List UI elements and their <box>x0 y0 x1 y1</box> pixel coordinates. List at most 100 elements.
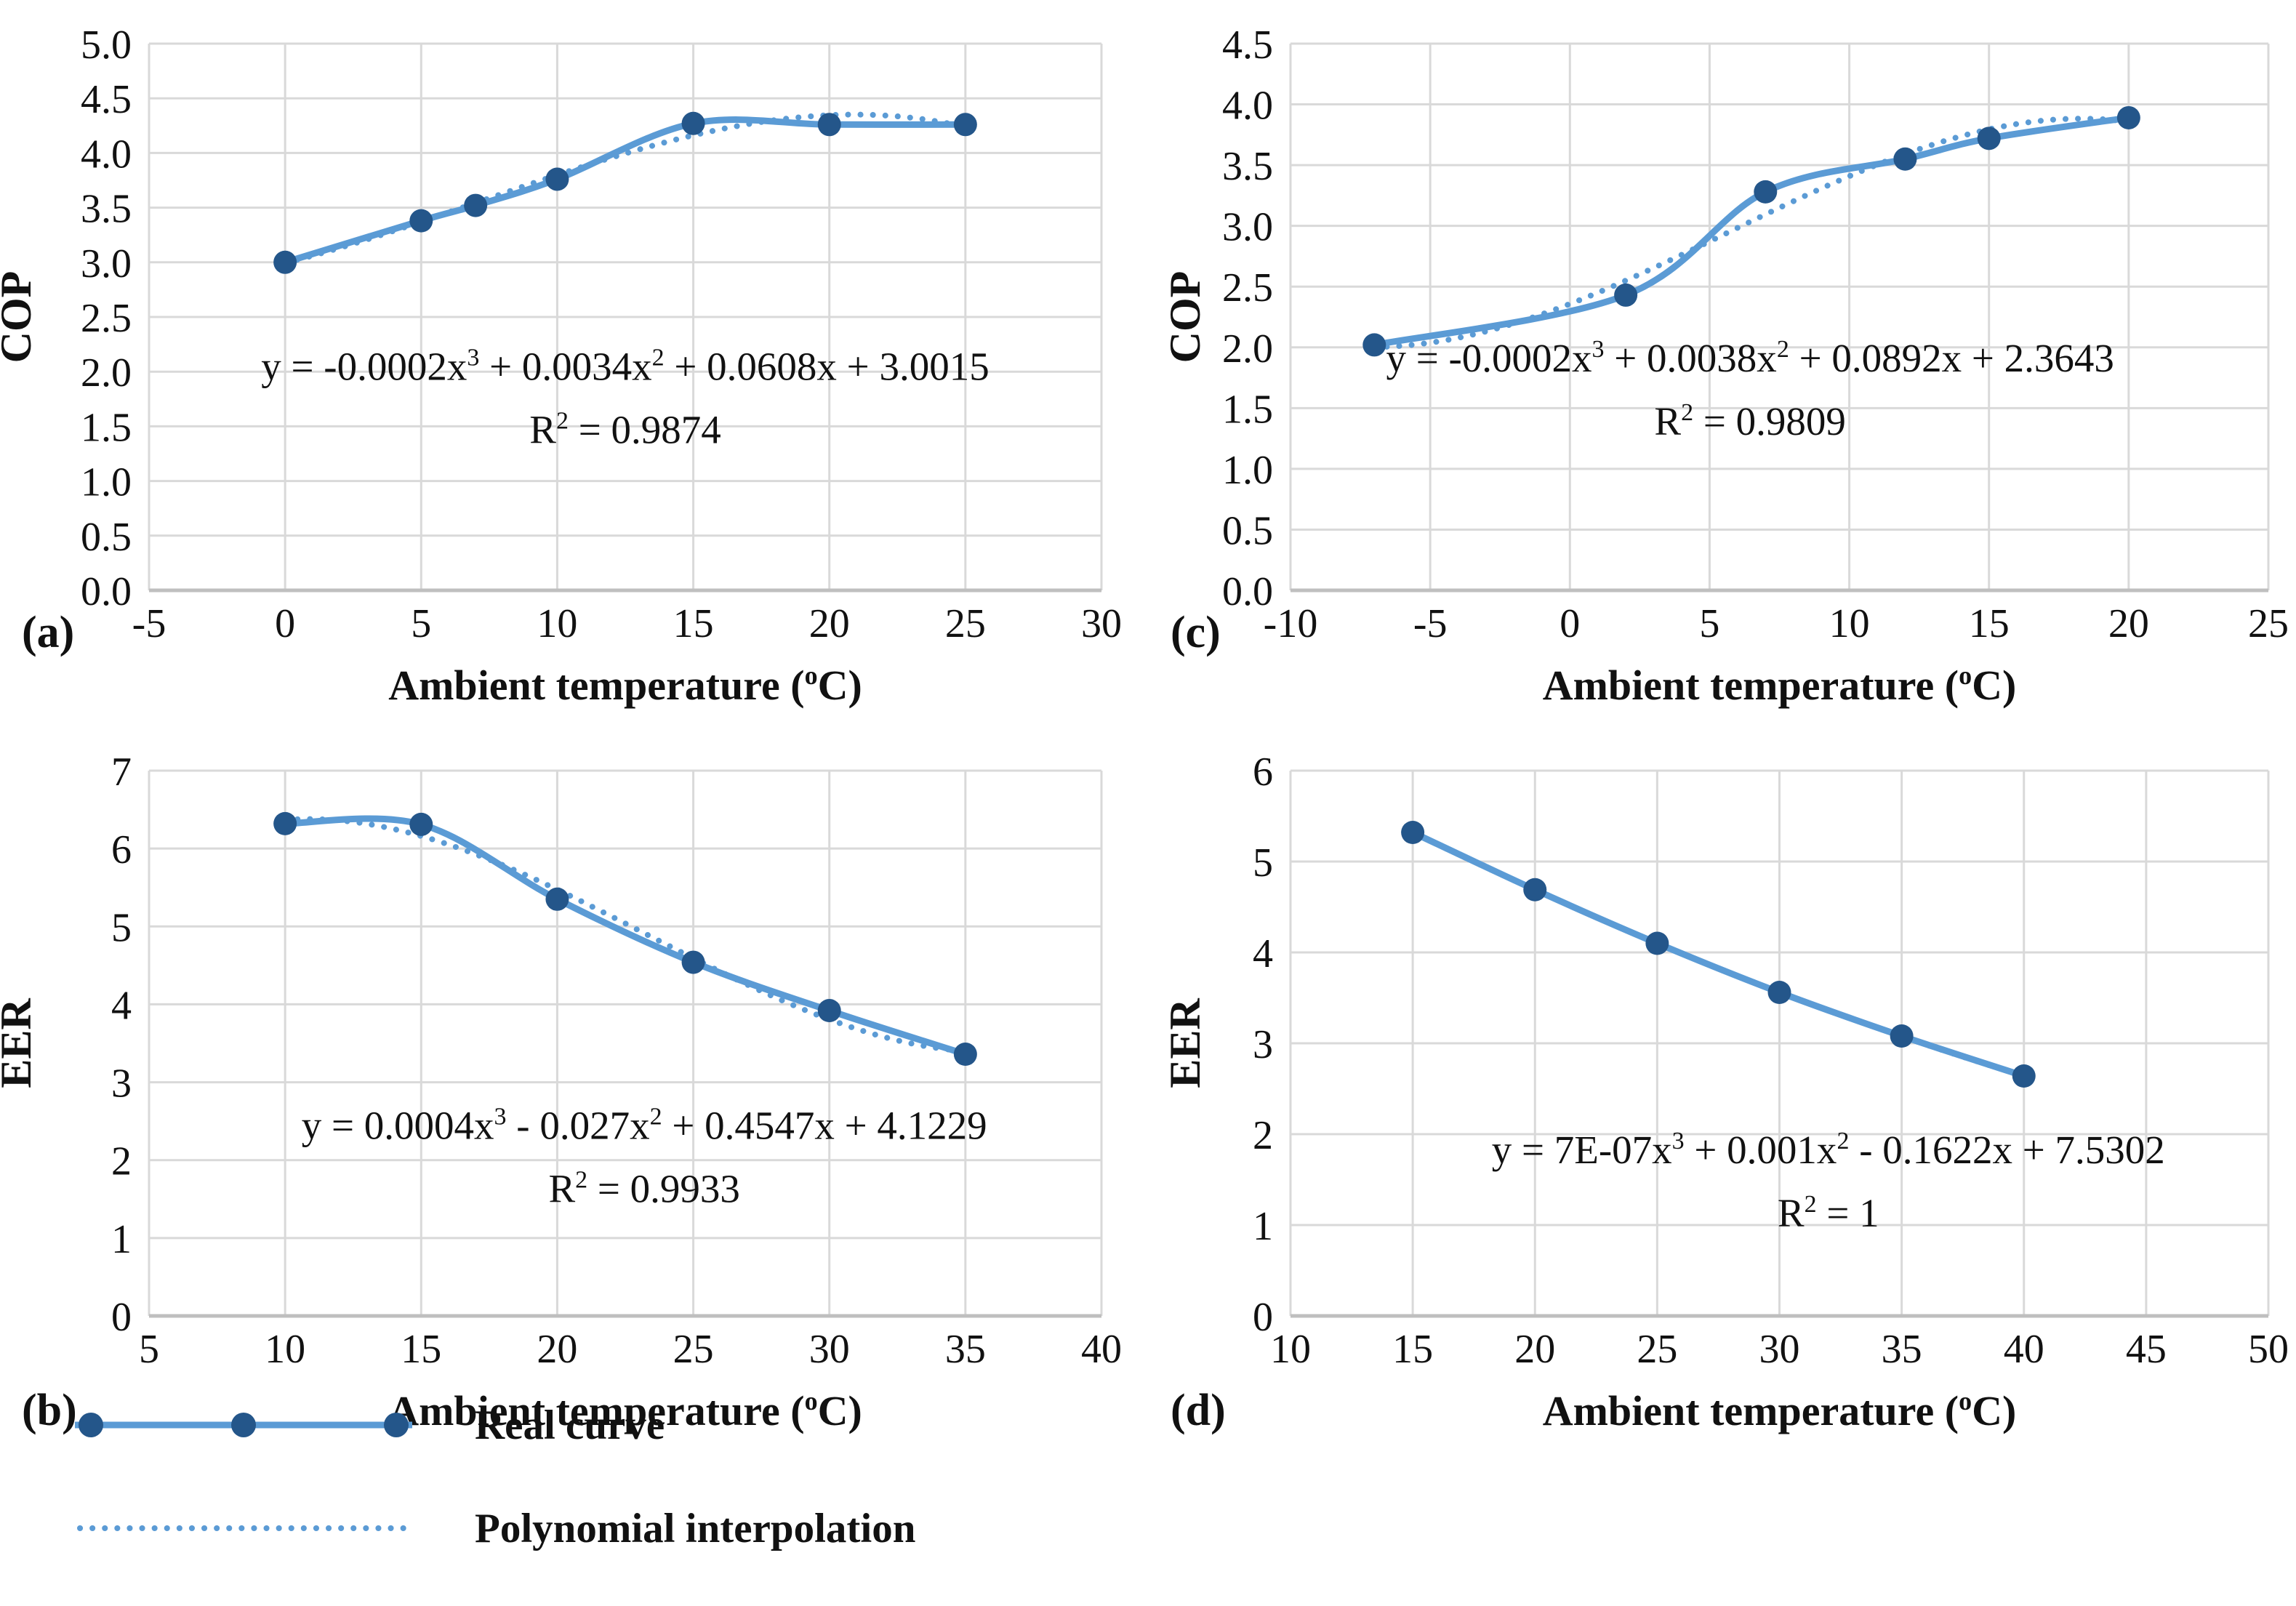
polynomial-interpolation-line <box>1410 829 2027 1079</box>
x-tick-label: 25 <box>2248 601 2289 646</box>
y-axis-title: EER <box>0 998 40 1088</box>
data-point-marker <box>545 167 569 191</box>
y-tick-label: 1 <box>1253 1204 1273 1249</box>
legend: Real curve Polynomial interpolation <box>69 1400 915 1606</box>
real-curve-line <box>281 116 969 266</box>
y-tick-label: 2.0 <box>1222 326 1273 372</box>
data-point-marker <box>681 111 705 135</box>
y-tick-label: 2.0 <box>81 350 132 396</box>
y-axis-title: COP <box>1161 271 1209 364</box>
trendline-equation: y = 7E-07x3 + 0.001x2 - 0.1622x + 7.5302 <box>1492 1128 2165 1172</box>
data-point-marker <box>953 1043 977 1066</box>
x-tick-label: 5 <box>1699 601 1719 646</box>
x-tick-label: 5 <box>139 1327 159 1372</box>
y-tick-label: 7 <box>111 750 132 795</box>
x-tick-label: 0 <box>1560 601 1580 646</box>
y-tick-label: 4.5 <box>81 77 132 122</box>
r-squared-label: R2 = 0.9933 <box>548 1166 739 1210</box>
y-tick-label: 1.0 <box>81 460 132 505</box>
x-tick-label: 5 <box>411 601 431 646</box>
x-tick-label: -10 <box>1264 601 1318 646</box>
y-tick-label: 4.5 <box>1222 23 1273 68</box>
y-tick-label: 1.5 <box>1222 387 1273 432</box>
real-curve-line <box>1409 829 2028 1080</box>
data-point-marker <box>953 113 977 137</box>
panel-label: (d) <box>1171 1386 1226 1435</box>
x-tick-label: 35 <box>1882 1327 1922 1372</box>
x-tick-label: 15 <box>673 601 714 646</box>
x-tick-label: 10 <box>1829 601 1870 646</box>
y-tick-label: 2 <box>1253 1113 1273 1158</box>
x-axis-title: Ambient temperature (oC) <box>388 1386 862 1434</box>
y-tick-label: 1.0 <box>1222 448 1273 493</box>
data-point-marker <box>1893 147 1917 171</box>
r-squared-label: R2 = 1 <box>1778 1191 1879 1235</box>
y-tick-label: 5 <box>1253 840 1273 886</box>
y-tick-label: 0.5 <box>1222 508 1273 553</box>
y-tick-label: 3 <box>1253 1022 1273 1067</box>
y-tick-label: 0.0 <box>1222 569 1273 614</box>
y-tick-label: 3.0 <box>1222 205 1273 250</box>
polynomial-interpolation-line <box>282 816 968 1054</box>
x-tick-label: 40 <box>1081 1327 1122 1372</box>
data-point-marker <box>545 887 569 911</box>
data-point-marker <box>1645 931 1669 955</box>
y-tick-label: 1 <box>111 1217 132 1262</box>
y-tick-label: 2.5 <box>1222 265 1273 310</box>
y-tick-label: 0.5 <box>81 515 132 560</box>
x-tick-label: 20 <box>809 601 850 646</box>
y-tick-label: 2 <box>111 1139 132 1184</box>
r-squared-label: R2 = 0.9874 <box>529 407 720 451</box>
solid-line-with-markers-icon <box>75 1413 412 1437</box>
x-tick-label: 20 <box>2108 601 2149 646</box>
data-point-marker <box>409 812 433 836</box>
legend-label-polynomial-interpolation: Polynomial interpolation <box>475 1505 916 1551</box>
x-tick-label: 10 <box>265 1327 305 1372</box>
y-tick-label: 6 <box>1253 750 1273 795</box>
chart-panel-a: 0.0 0.5 1.0 1.5 2.0 2.5 3.0 3.5 4.0 4.5 5.0 -5 0 5 10 1… <box>0 23 1122 709</box>
y-tick-label: 4.0 <box>81 132 132 177</box>
panel-label: (c) <box>1171 608 1221 657</box>
y-tick-label: 3.0 <box>81 241 132 286</box>
data-point-marker <box>817 113 841 137</box>
data-point-marker <box>1754 180 1778 204</box>
trendline-equation: y = -0.0002x3 + 0.0034x2 + 0.0608x + 3.0… <box>261 344 989 388</box>
y-tick-label: 3 <box>111 1061 132 1107</box>
x-tick-label: 25 <box>1637 1327 1677 1372</box>
x-axis-title: Ambient temperature (oC) <box>1543 661 2017 709</box>
y-tick-label: 5.0 <box>81 23 132 68</box>
y-tick-label: 4 <box>111 983 132 1028</box>
data-point-marker <box>2116 105 2140 129</box>
data-point-marker <box>1977 127 2001 150</box>
data-point-marker <box>1362 333 1386 357</box>
data-point-marker <box>817 999 841 1022</box>
data-point-marker <box>409 209 433 233</box>
data-point-marker <box>273 250 297 274</box>
chart-panel-b: 0 1 2 3 4 5 6 7 5 10 15 20 25 30 35 40 EER Ambient temper… <box>0 750 1122 1435</box>
x-tick-label: 15 <box>401 1327 441 1372</box>
data-point-marker <box>273 811 297 835</box>
y-tick-label: 3.5 <box>81 187 132 232</box>
y-tick-label: 1.5 <box>81 405 132 450</box>
x-tick-label: 10 <box>1270 1327 1311 1372</box>
x-tick-label: 20 <box>1514 1327 1555 1372</box>
x-tick-label: -5 <box>1413 601 1448 646</box>
y-tick-label: 6 <box>111 827 132 872</box>
x-tick-label: 30 <box>809 1327 850 1372</box>
x-tick-label: 0 <box>275 601 295 646</box>
y-tick-label: 5 <box>111 905 132 950</box>
legend-item-real-curve: Real curve <box>69 1400 915 1450</box>
data-point-marker <box>464 193 488 217</box>
x-tick-label: 25 <box>673 1327 714 1372</box>
y-tick-label: 0 <box>111 1295 132 1340</box>
x-axis-title: Ambient temperature (oC) <box>388 661 862 709</box>
real-curve-line <box>281 815 969 1058</box>
y-tick-label: 0 <box>1253 1295 1273 1340</box>
data-point-marker <box>1767 981 1791 1004</box>
data-point-marker <box>1890 1024 1914 1048</box>
x-tick-label: 30 <box>1081 601 1122 646</box>
chart-panel-c: 0.0 0.5 1.0 1.5 2.0 2.5 3.0 3.5 4.0 4.5 -10 -5 0 5 10 1… <box>1161 23 2289 709</box>
x-tick-label: 50 <box>2248 1327 2289 1372</box>
trendline-equation: y = -0.0002x3 + 0.0038x2 + 0.0892x + 2.3… <box>1386 336 2114 380</box>
